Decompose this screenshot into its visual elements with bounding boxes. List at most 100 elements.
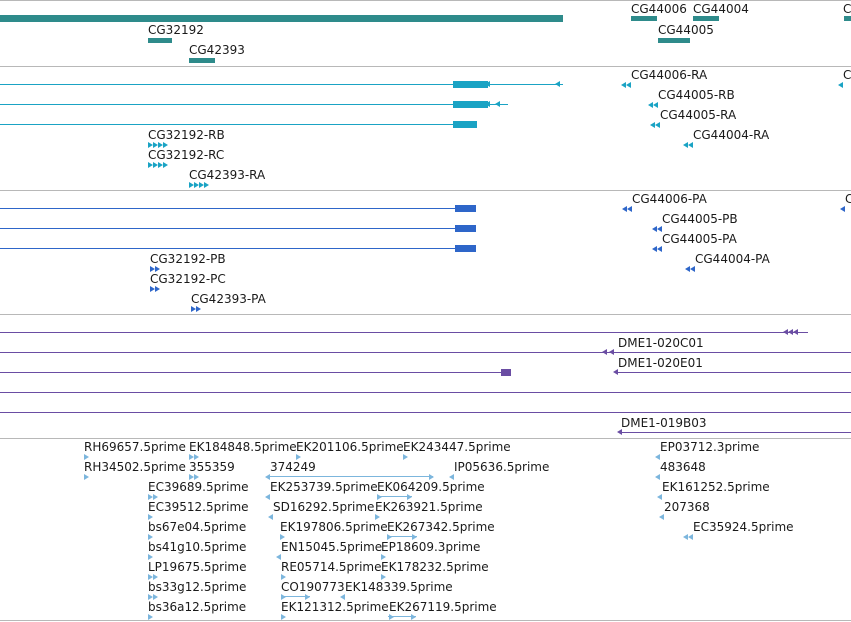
clone-line[interactable] <box>622 432 851 433</box>
est-label[interactable]: EK121312.5prime <box>281 600 389 614</box>
protein-label[interactable]: CG32192-PC <box>150 272 226 286</box>
est-label[interactable]: IP05636.5prime <box>454 460 550 474</box>
gene-feature[interactable] <box>631 16 657 21</box>
est-label[interactable]: EK064209.5prime <box>377 480 485 494</box>
transcript-label[interactable]: CG44004-RA <box>693 128 770 142</box>
est-line[interactable] <box>387 536 417 537</box>
strand-arrow-icon <box>653 102 658 108</box>
est-line[interactable] <box>270 476 433 477</box>
clone-label[interactable]: DME1-020C01 <box>618 336 704 350</box>
est-line[interactable] <box>282 596 310 597</box>
gene-feature[interactable] <box>693 16 719 21</box>
protein-exon[interactable] <box>455 225 476 232</box>
protein-exon[interactable] <box>455 205 476 212</box>
protein-line[interactable] <box>0 208 476 209</box>
protein-line[interactable] <box>0 228 476 229</box>
protein-label[interactable]: CG44005-PA <box>662 232 737 246</box>
protein-exon[interactable] <box>455 245 476 252</box>
strand-arrow-icon <box>153 594 158 600</box>
est-label[interactable]: 374249 <box>270 460 316 474</box>
strand-arrow-icon <box>381 574 386 580</box>
est-label[interactable]: 355359 <box>189 460 235 474</box>
protein-label-truncated[interactable]: C <box>845 192 851 206</box>
strand-arrow-icon <box>688 534 693 540</box>
gene-label[interactable]: CG42393 <box>189 43 245 57</box>
transcript-exon[interactable] <box>453 81 488 88</box>
est-label[interactable]: EC39689.5prime <box>148 480 249 494</box>
est-label[interactable]: bs36a12.5prime <box>148 600 247 614</box>
est-label[interactable]: SD16292.5prime <box>273 500 375 514</box>
strand-arrow-icon <box>655 474 660 480</box>
est-label[interactable]: RH34502.5prime <box>84 460 186 474</box>
clone-label[interactable]: DME1-019B03 <box>621 416 707 430</box>
est-label[interactable]: EP03712.3prime <box>660 440 760 454</box>
est-label[interactable]: bs67e04.5prime <box>148 520 247 534</box>
est-label[interactable]: LP19675.5prime <box>148 560 247 574</box>
gene-label[interactable]: CG32192 <box>148 23 204 37</box>
est-label[interactable]: EP18609.3prime <box>381 540 481 554</box>
est-label[interactable]: bs41g10.5prime <box>148 540 247 554</box>
protein-label[interactable]: CG44005-PB <box>662 212 738 226</box>
transcript-label[interactable]: CG32192-RB <box>148 128 225 142</box>
transcript-label[interactable]: CG32192-RC <box>148 148 225 162</box>
est-label[interactable]: EC35924.5prime <box>693 520 794 534</box>
clone-line[interactable] <box>0 412 851 413</box>
gene-label[interactable]: CG44004 <box>693 2 749 16</box>
strand-arrow-icon <box>153 142 158 148</box>
gene-feature[interactable] <box>844 16 851 21</box>
strand-arrow-icon <box>305 594 310 600</box>
est-label[interactable]: EK253739.5prime <box>270 480 378 494</box>
gene-feature[interactable] <box>189 58 215 63</box>
protein-label[interactable]: CG32192-PB <box>150 252 226 266</box>
transcript-label[interactable]: CG44006-RA <box>631 68 708 82</box>
est-label[interactable]: EK184848.5prime <box>189 440 297 454</box>
transcript-line[interactable] <box>0 124 477 125</box>
gene-label[interactable]: CG44006 <box>631 2 687 16</box>
est-line[interactable] <box>377 496 412 497</box>
gene-label[interactable]: CG44005 <box>658 23 714 37</box>
gene-feature[interactable] <box>148 38 172 43</box>
est-label[interactable]: 207368 <box>664 500 710 514</box>
est-label[interactable]: 483648 <box>660 460 706 474</box>
protein-label[interactable]: CG44006-PA <box>632 192 707 206</box>
est-label[interactable]: EK267342.5prime <box>387 520 495 534</box>
est-line[interactable] <box>388 616 416 617</box>
transcript-exon[interactable] <box>453 101 488 108</box>
clone-line[interactable] <box>618 372 851 373</box>
est-label[interactable]: EK161252.5prime <box>662 480 770 494</box>
est-label[interactable]: EN15045.5prime <box>281 540 383 554</box>
est-label[interactable]: EK178232.5prime <box>381 560 489 574</box>
clone-line[interactable] <box>0 332 808 333</box>
est-label[interactable]: EK243447.5prime <box>403 440 511 454</box>
est-label[interactable]: EK197806.5prime <box>280 520 388 534</box>
est-label[interactable]: EK148339.5prime <box>345 580 453 594</box>
est-label[interactable]: EK201106.5prime <box>296 440 404 454</box>
est-label[interactable]: EK267119.5prime <box>389 600 497 614</box>
gene-feature[interactable] <box>0 15 563 22</box>
strand-arrow-icon <box>148 574 153 580</box>
est-label[interactable]: EC39512.5prime <box>148 500 249 514</box>
est-label[interactable]: EK263921.5prime <box>375 500 483 514</box>
gene-feature[interactable] <box>658 38 690 43</box>
transcript-label[interactable]: CG42393-RA <box>189 168 266 182</box>
gene-label-truncated[interactable]: C <box>843 2 851 16</box>
est-label[interactable]: RH69657.5prime <box>84 440 186 454</box>
clone-line[interactable] <box>0 352 851 353</box>
protein-line[interactable] <box>0 248 476 249</box>
protein-label[interactable]: CG44004-PA <box>695 252 770 266</box>
est-label[interactable]: CO190773 <box>281 580 345 594</box>
est-label[interactable]: RE05714.5prime <box>281 560 382 574</box>
transcript-label[interactable]: CG44005-RA <box>660 108 737 122</box>
strand-arrow-icon <box>340 594 345 600</box>
transcript-label-truncated[interactable]: C <box>843 68 851 82</box>
clone-label[interactable]: DME1-020E01 <box>618 356 703 370</box>
clone-line[interactable] <box>0 372 511 373</box>
transcript-exon[interactable] <box>453 121 477 128</box>
transcript-line[interactable] <box>0 84 563 85</box>
clone-block[interactable] <box>501 369 511 376</box>
protein-label[interactable]: CG42393-PA <box>191 292 266 306</box>
transcript-label[interactable]: CG44005-RB <box>658 88 735 102</box>
est-label[interactable]: bs33g12.5prime <box>148 580 247 594</box>
clone-line[interactable] <box>0 392 851 393</box>
transcript-line[interactable] <box>0 104 508 105</box>
